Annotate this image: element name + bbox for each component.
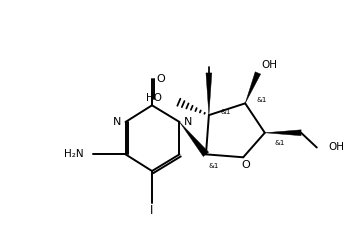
- Text: H₂N: H₂N: [64, 149, 83, 159]
- Text: &1: &1: [221, 109, 231, 115]
- Text: HO: HO: [146, 93, 162, 103]
- Text: O: O: [242, 160, 251, 170]
- Text: I: I: [150, 204, 154, 217]
- Text: OH: OH: [329, 143, 345, 152]
- Polygon shape: [265, 130, 301, 136]
- Text: O: O: [156, 74, 165, 84]
- Text: N: N: [112, 117, 121, 127]
- Text: OH: OH: [261, 60, 277, 70]
- Text: &1: &1: [257, 97, 267, 103]
- Text: N: N: [184, 117, 192, 127]
- Polygon shape: [180, 122, 209, 157]
- Text: &1: &1: [275, 140, 285, 146]
- Text: &1: &1: [209, 163, 219, 169]
- Polygon shape: [206, 73, 212, 115]
- Polygon shape: [245, 72, 261, 103]
